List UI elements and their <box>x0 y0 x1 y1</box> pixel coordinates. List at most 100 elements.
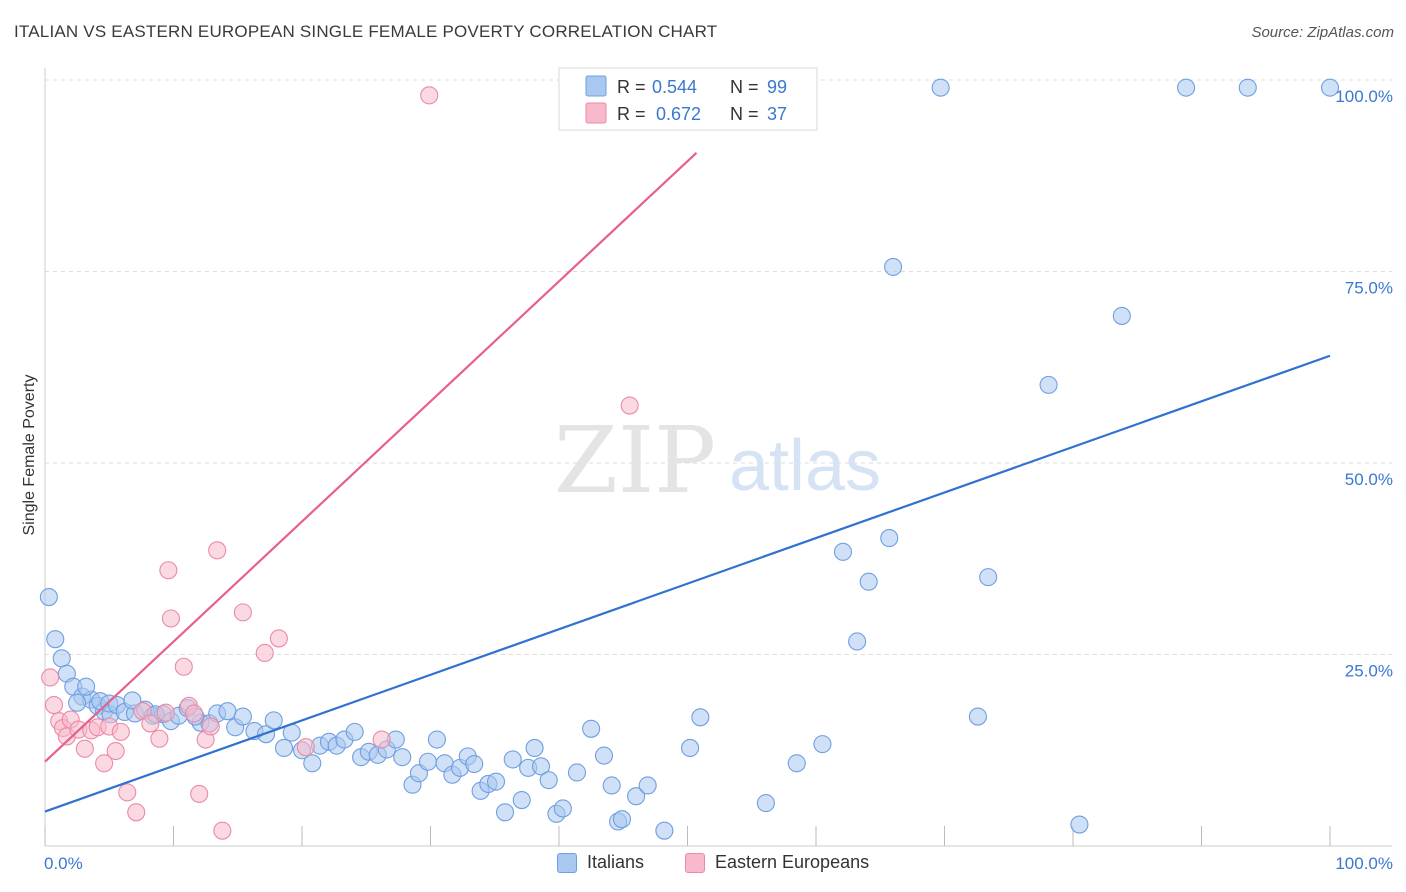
italians-point-63 <box>531 757 551 776</box>
italians-point-70 <box>602 776 621 795</box>
italians-point-69 <box>594 746 614 765</box>
italians-point-27 <box>233 707 252 726</box>
legend-n-value-italians: 99 <box>767 77 787 97</box>
watermark-atlas: atlas <box>729 426 881 506</box>
eastern-europeans-point-20 <box>159 561 178 580</box>
eastern-europeans-point-18 <box>150 729 169 748</box>
italians-point-57 <box>486 772 506 791</box>
bottom-legend-eastern-europeans: Eastern Europeans <box>685 852 869 873</box>
bottom-legend-label-italians: Italians <box>587 852 645 872</box>
italians-point-88 <box>1070 815 1089 834</box>
eastern-europeans-point-35 <box>620 396 639 415</box>
x-tick-label-1: 100.0% <box>1335 854 1393 873</box>
eastern-europeans-point-15 <box>127 803 146 822</box>
italians-point-80 <box>813 735 832 754</box>
stats-legend: R = 0.544 N = 99 R = 0.672 N = 37 <box>558 67 818 131</box>
italians-point-25 <box>218 702 237 721</box>
chart-title: ITALIAN VS EASTERN EUROPEAN SINGLE FEMAL… <box>14 22 718 41</box>
bottom-legend-italians: Italians <box>557 852 644 873</box>
y-tick-label-0: 25.0% <box>1345 662 1393 681</box>
italians-point-85 <box>884 257 903 276</box>
italians-point-91 <box>1238 78 1257 97</box>
legend-r-value-italians: 0.544 <box>652 77 697 97</box>
eastern-europeans-point-22 <box>174 657 193 676</box>
eastern-europeans-point-33 <box>296 738 315 757</box>
italians-point-94 <box>931 78 950 97</box>
italians-point-66 <box>553 799 572 818</box>
y-tick-label-1: 50.0% <box>1345 470 1393 489</box>
bottom-legend-swatch-eastern-europeans <box>685 852 705 873</box>
italians-point-78 <box>756 794 775 813</box>
italians-point-1 <box>46 630 65 649</box>
legend-r-label-italians: R = <box>617 77 646 97</box>
italians-point-10 <box>77 677 96 696</box>
italians-point-82 <box>848 632 867 651</box>
eastern-europeans-points <box>41 86 639 840</box>
bottom-legend-swatch-italians <box>557 852 577 873</box>
eastern-europeans-point-13 <box>111 722 130 741</box>
eastern-europeans-point-30 <box>233 603 252 622</box>
bottom-legend: Italians Eastern Europeans <box>0 852 1406 878</box>
italians-point-93 <box>968 707 987 726</box>
italians-point-64 <box>539 771 558 790</box>
legend-n-label-italians: N = <box>730 77 759 97</box>
italians-point-30 <box>264 711 283 730</box>
italians-point-98 <box>68 693 87 712</box>
italians-point-48 <box>418 752 437 771</box>
italians-point-0 <box>39 587 58 607</box>
eastern-europeans-point-21 <box>161 609 180 628</box>
eastern-europeans-point-10 <box>95 754 114 773</box>
italians-point-58 <box>495 803 515 822</box>
italians-point-84 <box>880 529 899 548</box>
eastern-europeans-point-25 <box>190 784 209 803</box>
italians-point-83 <box>859 572 878 591</box>
italians-point-59 <box>503 750 522 769</box>
watermark-zip: ZIP <box>554 407 716 514</box>
eastern-europeans-point-19 <box>156 703 175 722</box>
italians-point-34 <box>303 754 322 773</box>
eastern-europeans-point-31 <box>255 643 274 663</box>
eastern-europeans-point-7 <box>75 739 94 758</box>
italians-point-77 <box>691 708 710 727</box>
italians-point-72 <box>612 810 632 829</box>
eastern-europeans-point-24 <box>185 704 204 723</box>
italians-point-31 <box>274 738 294 758</box>
x-tick-label-0: 0.0% <box>44 854 83 873</box>
eastern-europeans-point-1 <box>44 696 64 715</box>
y-axis-label: Single Female Poverty <box>21 374 38 536</box>
bottom-legend-label-eastern-europeans: Eastern Europeans <box>715 852 870 872</box>
legend-swatch-eastern-europeans <box>585 102 607 124</box>
italians-point-2 <box>52 649 71 668</box>
legend-r-label-eastern-europeans: R = <box>617 104 646 124</box>
watermark: ZIP atlas <box>554 407 881 514</box>
italians-point-67 <box>567 763 587 782</box>
legend-r-value-eastern-europeans: 0.672 <box>656 104 701 124</box>
legend-n-label-eastern-europeans: N = <box>730 104 759 124</box>
trend-lines <box>44 151 1331 813</box>
eastern-europeans-point-32 <box>269 629 288 648</box>
italians-point-81 <box>833 542 853 561</box>
eastern-europeans-point-36 <box>420 86 439 105</box>
italians-point-68 <box>582 719 601 738</box>
eastern-europeans-point-0 <box>41 668 60 687</box>
italians-point-90 <box>1177 78 1196 97</box>
italians-point-60 <box>512 790 531 810</box>
eastern-europeans-point-14 <box>118 783 137 802</box>
italians-point-75 <box>655 821 674 840</box>
source-label: Source: ZipAtlas.com <box>1251 24 1394 41</box>
eastern-europeans-point-27 <box>201 717 220 736</box>
italians-point-86 <box>979 568 998 587</box>
eastern-europeans-point-28 <box>208 541 227 560</box>
legend-swatch-italians <box>585 75 607 97</box>
y-tick-label-2: 75.0% <box>1345 279 1393 298</box>
italians-point-79 <box>787 754 806 773</box>
italians-point-92 <box>1320 78 1340 97</box>
italians-point-89 <box>1112 306 1131 325</box>
grid <box>45 79 1392 655</box>
tick-labels: 25.0% 50.0% 75.0% 100.0% 0.0% 100.0% <box>44 87 1393 873</box>
eastern-europeans-point-34 <box>372 730 391 749</box>
italians-trend-line <box>44 354 1331 813</box>
eastern-europeans-point-17 <box>141 714 160 733</box>
italians-point-39 <box>345 722 364 741</box>
